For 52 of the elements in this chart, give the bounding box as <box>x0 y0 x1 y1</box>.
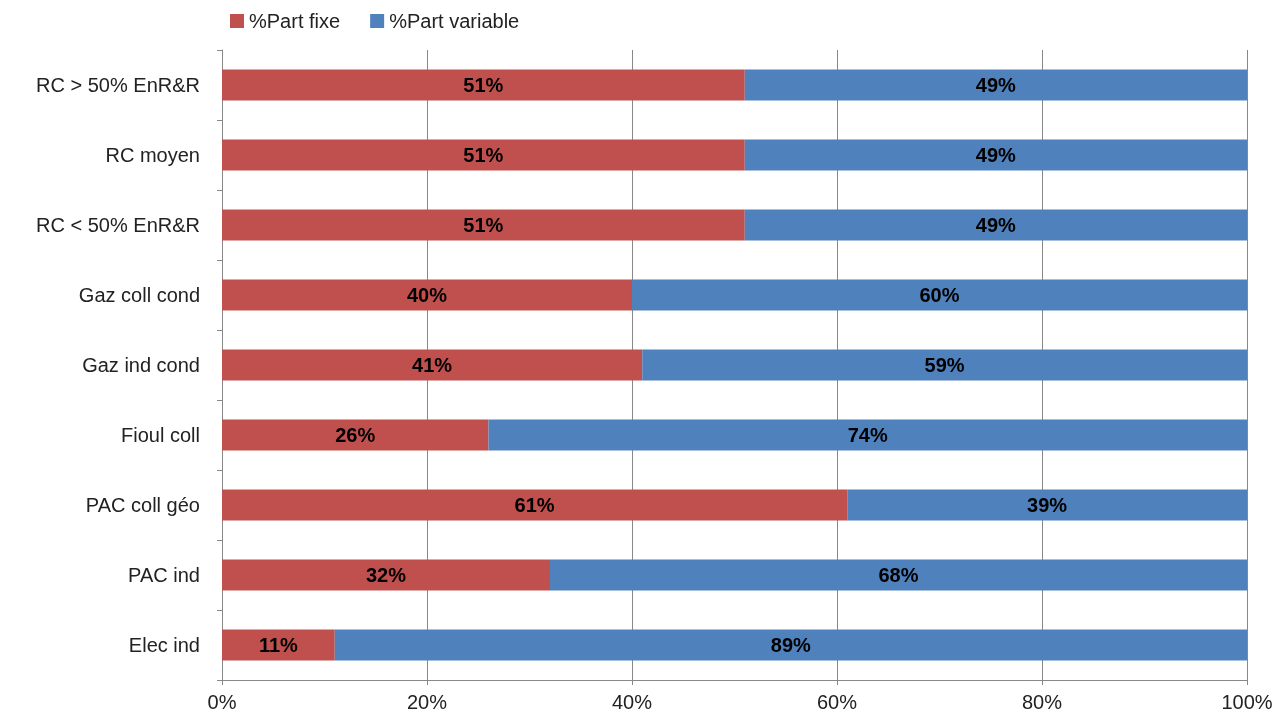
x-tick-label: 40% <box>611 691 653 713</box>
bar <box>222 559 550 591</box>
y-tick-label: Gaz ind cond <box>82 354 200 376</box>
bar <box>632 279 1247 311</box>
data-label: 68% <box>878 564 919 586</box>
y-tick-label: RC moyen <box>105 144 200 166</box>
y-tick-label: PAC coll géo <box>85 494 200 516</box>
data-label: 11% <box>258 634 299 656</box>
x-tick-label: 20% <box>406 691 448 713</box>
bar <box>642 349 1247 381</box>
bar <box>222 209 745 241</box>
data-label: 51% <box>463 144 504 166</box>
data-label: 89% <box>770 634 812 656</box>
x-tick-label: 100% <box>1221 691 1273 713</box>
bar <box>488 419 1247 451</box>
data-label: 60% <box>919 284 960 306</box>
bar <box>222 69 745 101</box>
data-label: 49% <box>975 144 1017 166</box>
bar <box>222 349 643 381</box>
data-label: 74% <box>847 424 888 446</box>
bar <box>847 489 1247 521</box>
data-label: 51% <box>463 214 504 236</box>
y-tick-label: RC < 50% EnR&R <box>36 214 200 236</box>
x-tick-label: 60% <box>816 691 858 713</box>
bar <box>744 209 1247 241</box>
data-label: 39% <box>1027 494 1068 516</box>
bar <box>744 69 1247 101</box>
data-label: 49% <box>975 74 1017 96</box>
data-label: 41% <box>412 354 453 376</box>
bar <box>222 279 632 311</box>
bar <box>222 489 848 521</box>
x-tick-label: 80% <box>1021 691 1063 713</box>
data-label: 51% <box>463 74 504 96</box>
legend-label: %Part variable <box>389 10 520 32</box>
legend-label: %Part fixe <box>249 10 341 32</box>
data-label: 61% <box>514 494 555 516</box>
y-tick-label: RC > 50% EnR&R <box>36 74 200 96</box>
data-label: 40% <box>406 284 448 306</box>
y-tick-label: Elec ind <box>128 634 200 656</box>
bar <box>222 139 745 171</box>
y-tick-label: Fioul coll <box>121 424 200 446</box>
bar <box>744 139 1247 171</box>
y-tick-label: PAC ind <box>128 564 200 586</box>
data-label: 32% <box>365 564 407 586</box>
bar <box>550 559 1247 591</box>
data-label: 59% <box>924 354 965 376</box>
y-tick-label: Gaz coll cond <box>78 284 200 306</box>
data-label: 26% <box>335 424 376 446</box>
data-label: 49% <box>975 214 1017 236</box>
x-tick-label: 0% <box>207 691 237 713</box>
bar <box>222 419 489 451</box>
bar <box>334 629 1247 661</box>
